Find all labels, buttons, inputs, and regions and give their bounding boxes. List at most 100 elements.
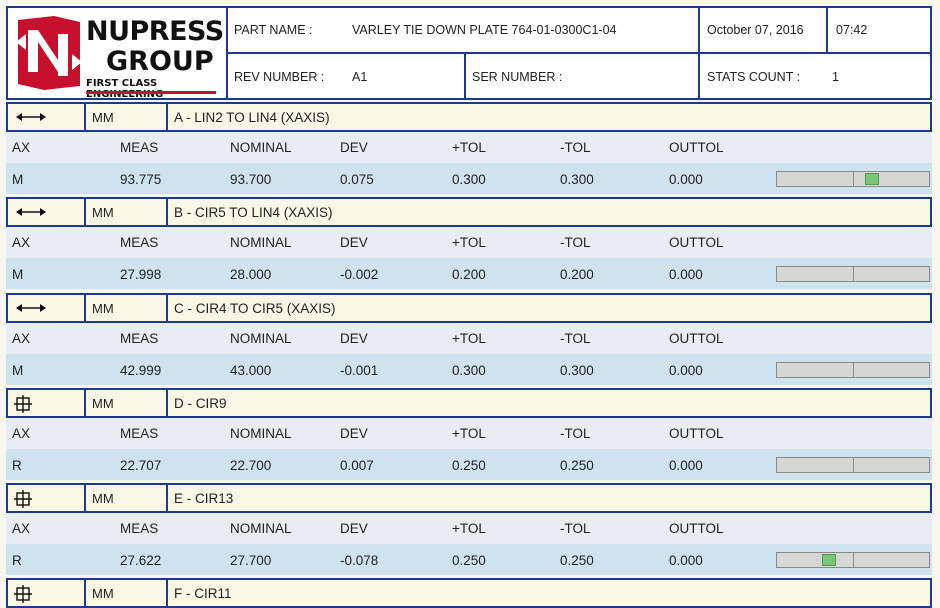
measurement-row: M 42.999 43.000 -0.001 0.300 0.300 0.000 bbox=[6, 354, 932, 385]
column-header-minus-tol: -TOL bbox=[560, 140, 591, 155]
column-header-meas: MEAS bbox=[120, 331, 159, 346]
column-header-dev: DEV bbox=[340, 235, 368, 250]
feature-title-bar: MM E - CIR13 bbox=[6, 483, 932, 513]
value-dev: -0.078 bbox=[340, 553, 379, 568]
value-dev: -0.002 bbox=[340, 267, 379, 282]
part-name-label: PART NAME : bbox=[234, 23, 313, 37]
value-plus-tol: 0.250 bbox=[452, 458, 486, 473]
measurement-section: MM B - CIR5 TO LIN4 (XAXIS) AX MEAS NOMINAL D… bbox=[6, 197, 932, 289]
ser-number-label: SER NUMBER : bbox=[472, 70, 563, 84]
value-nominal: 27.700 bbox=[230, 553, 272, 568]
report-date: October 07, 2016 bbox=[707, 23, 804, 37]
value-ax: R bbox=[12, 553, 22, 568]
value-nominal: 22.700 bbox=[230, 458, 272, 473]
value-ax: M bbox=[12, 363, 24, 378]
value-meas: 27.998 bbox=[120, 267, 162, 282]
measurement-row: M 93.775 93.700 0.075 0.300 0.300 0.000 bbox=[6, 163, 932, 194]
value-dev: 0.075 bbox=[340, 172, 374, 187]
gauge-deviation-marker bbox=[865, 173, 879, 185]
logo-underline bbox=[86, 91, 216, 94]
unit-cell: MM bbox=[84, 104, 168, 130]
column-header-dev: DEV bbox=[340, 521, 368, 536]
column-header-nominal: NOMINAL bbox=[230, 521, 292, 536]
column-header-plus-tol: +TOL bbox=[452, 140, 486, 155]
part-name-cell: PART NAME : VARLEY TIE DOWN PLATE 764-01… bbox=[228, 8, 700, 54]
tolerance-gauge bbox=[776, 266, 930, 282]
measurement-section: MM A - LIN2 TO LIN4 (XAXIS) AX MEAS NOMINAL D… bbox=[6, 102, 932, 194]
column-header-nominal: NOMINAL bbox=[230, 235, 292, 250]
column-header-plus-tol: +TOL bbox=[452, 235, 486, 250]
value-plus-tol: 0.300 bbox=[452, 363, 486, 378]
measurement-row: R 27.622 27.700 -0.078 0.250 0.250 0.000 bbox=[6, 544, 932, 575]
time-cell: 07:42 bbox=[828, 8, 930, 54]
column-header-outtol: OUTTOL bbox=[669, 235, 724, 250]
unit-label: MM bbox=[92, 301, 114, 316]
value-plus-tol: 0.250 bbox=[452, 553, 486, 568]
feature-name: C - CIR4 TO CIR5 (XAXIS) bbox=[174, 301, 336, 316]
column-header-nominal: NOMINAL bbox=[230, 140, 292, 155]
measurement-section: MM C - CIR4 TO CIR5 (XAXIS) AX MEAS NOMINAL D… bbox=[6, 293, 932, 385]
feature-symbol-cell bbox=[8, 199, 86, 225]
column-header-row: AX MEAS NOMINAL DEV +TOL -TOL OUTTOL bbox=[6, 227, 932, 258]
logo-tagline: FIRST CLASS ENGINEERING bbox=[86, 78, 164, 100]
value-outtol: 0.000 bbox=[669, 363, 703, 378]
logo-line-2: GROUP bbox=[106, 46, 214, 77]
value-minus-tol: 0.300 bbox=[560, 172, 594, 187]
stats-count-value: 1 bbox=[832, 70, 839, 84]
column-header-ax: AX bbox=[12, 235, 31, 250]
unit-cell: MM bbox=[84, 199, 168, 225]
column-header-row: AX MEAS NOMINAL DEV +TOL -TOL OUTTOL bbox=[6, 323, 932, 354]
value-dev: -0.001 bbox=[340, 363, 379, 378]
rev-number-value: A1 bbox=[352, 70, 368, 84]
unit-label: MM bbox=[92, 396, 114, 411]
unit-cell: MM bbox=[84, 485, 168, 511]
column-header-meas: MEAS bbox=[120, 426, 159, 441]
value-nominal: 93.700 bbox=[230, 172, 272, 187]
gauge-center-line bbox=[853, 553, 854, 567]
column-header-dev: DEV bbox=[340, 331, 368, 346]
column-header-ax: AX bbox=[12, 140, 31, 155]
stats-count-label: STATS COUNT : bbox=[707, 70, 801, 84]
unit-cell: MM bbox=[84, 295, 168, 321]
column-header-outtol: OUTTOL bbox=[669, 140, 724, 155]
column-header-plus-tol: +TOL bbox=[452, 331, 486, 346]
feature-name: E - CIR13 bbox=[174, 491, 234, 506]
rev-number-label: REV NUMBER : bbox=[234, 70, 325, 84]
date-cell: October 07, 2016 bbox=[700, 8, 828, 54]
measurement-section: MM D - CIR9 AX MEAS NOMINAL DEV +TOL -TOL OUTTOL… bbox=[6, 388, 932, 480]
column-header-minus-tol: -TOL bbox=[560, 235, 591, 250]
measurement-row: M 27.998 28.000 -0.002 0.200 0.200 0.000 bbox=[6, 258, 932, 289]
column-header-minus-tol: -TOL bbox=[560, 331, 591, 346]
report-header: NUPRESS GROUP FIRST CLASS ENGINEERING PA… bbox=[6, 6, 932, 100]
value-outtol: 0.000 bbox=[669, 553, 703, 568]
value-minus-tol: 0.300 bbox=[560, 363, 594, 378]
unit-label: MM bbox=[92, 110, 114, 125]
value-outtol: 0.000 bbox=[669, 172, 703, 187]
column-header-ax: AX bbox=[12, 426, 31, 441]
nupress-logo-icon bbox=[16, 16, 82, 90]
column-header-ax: AX bbox=[12, 521, 31, 536]
tolerance-gauge bbox=[776, 552, 930, 568]
column-header-ax: AX bbox=[12, 331, 31, 346]
column-header-plus-tol: +TOL bbox=[452, 521, 486, 536]
tolerance-gauge bbox=[776, 362, 930, 378]
feature-symbol-cell bbox=[8, 485, 86, 511]
feature-title-bar: MM D - CIR9 bbox=[6, 388, 932, 418]
tolerance-gauge bbox=[776, 457, 930, 473]
unit-cell: MM bbox=[84, 390, 168, 416]
column-header-dev: DEV bbox=[340, 426, 368, 441]
column-header-minus-tol: -TOL bbox=[560, 521, 591, 536]
value-outtol: 0.000 bbox=[669, 267, 703, 282]
report-time: 07:42 bbox=[836, 23, 868, 37]
value-outtol: 0.000 bbox=[669, 458, 703, 473]
column-header-meas: MEAS bbox=[120, 521, 159, 536]
unit-label: MM bbox=[92, 205, 114, 220]
measurement-section: MM F - CIR11 bbox=[6, 578, 932, 608]
feature-name: D - CIR9 bbox=[174, 396, 227, 411]
feature-title-bar: MM C - CIR4 TO CIR5 (XAXIS) bbox=[6, 293, 932, 323]
value-meas: 22.707 bbox=[120, 458, 162, 473]
value-meas: 93.775 bbox=[120, 172, 162, 187]
gauge-center-line bbox=[853, 458, 854, 472]
value-ax: R bbox=[12, 458, 22, 473]
feature-name: B - CIR5 TO LIN4 (XAXIS) bbox=[174, 205, 333, 220]
